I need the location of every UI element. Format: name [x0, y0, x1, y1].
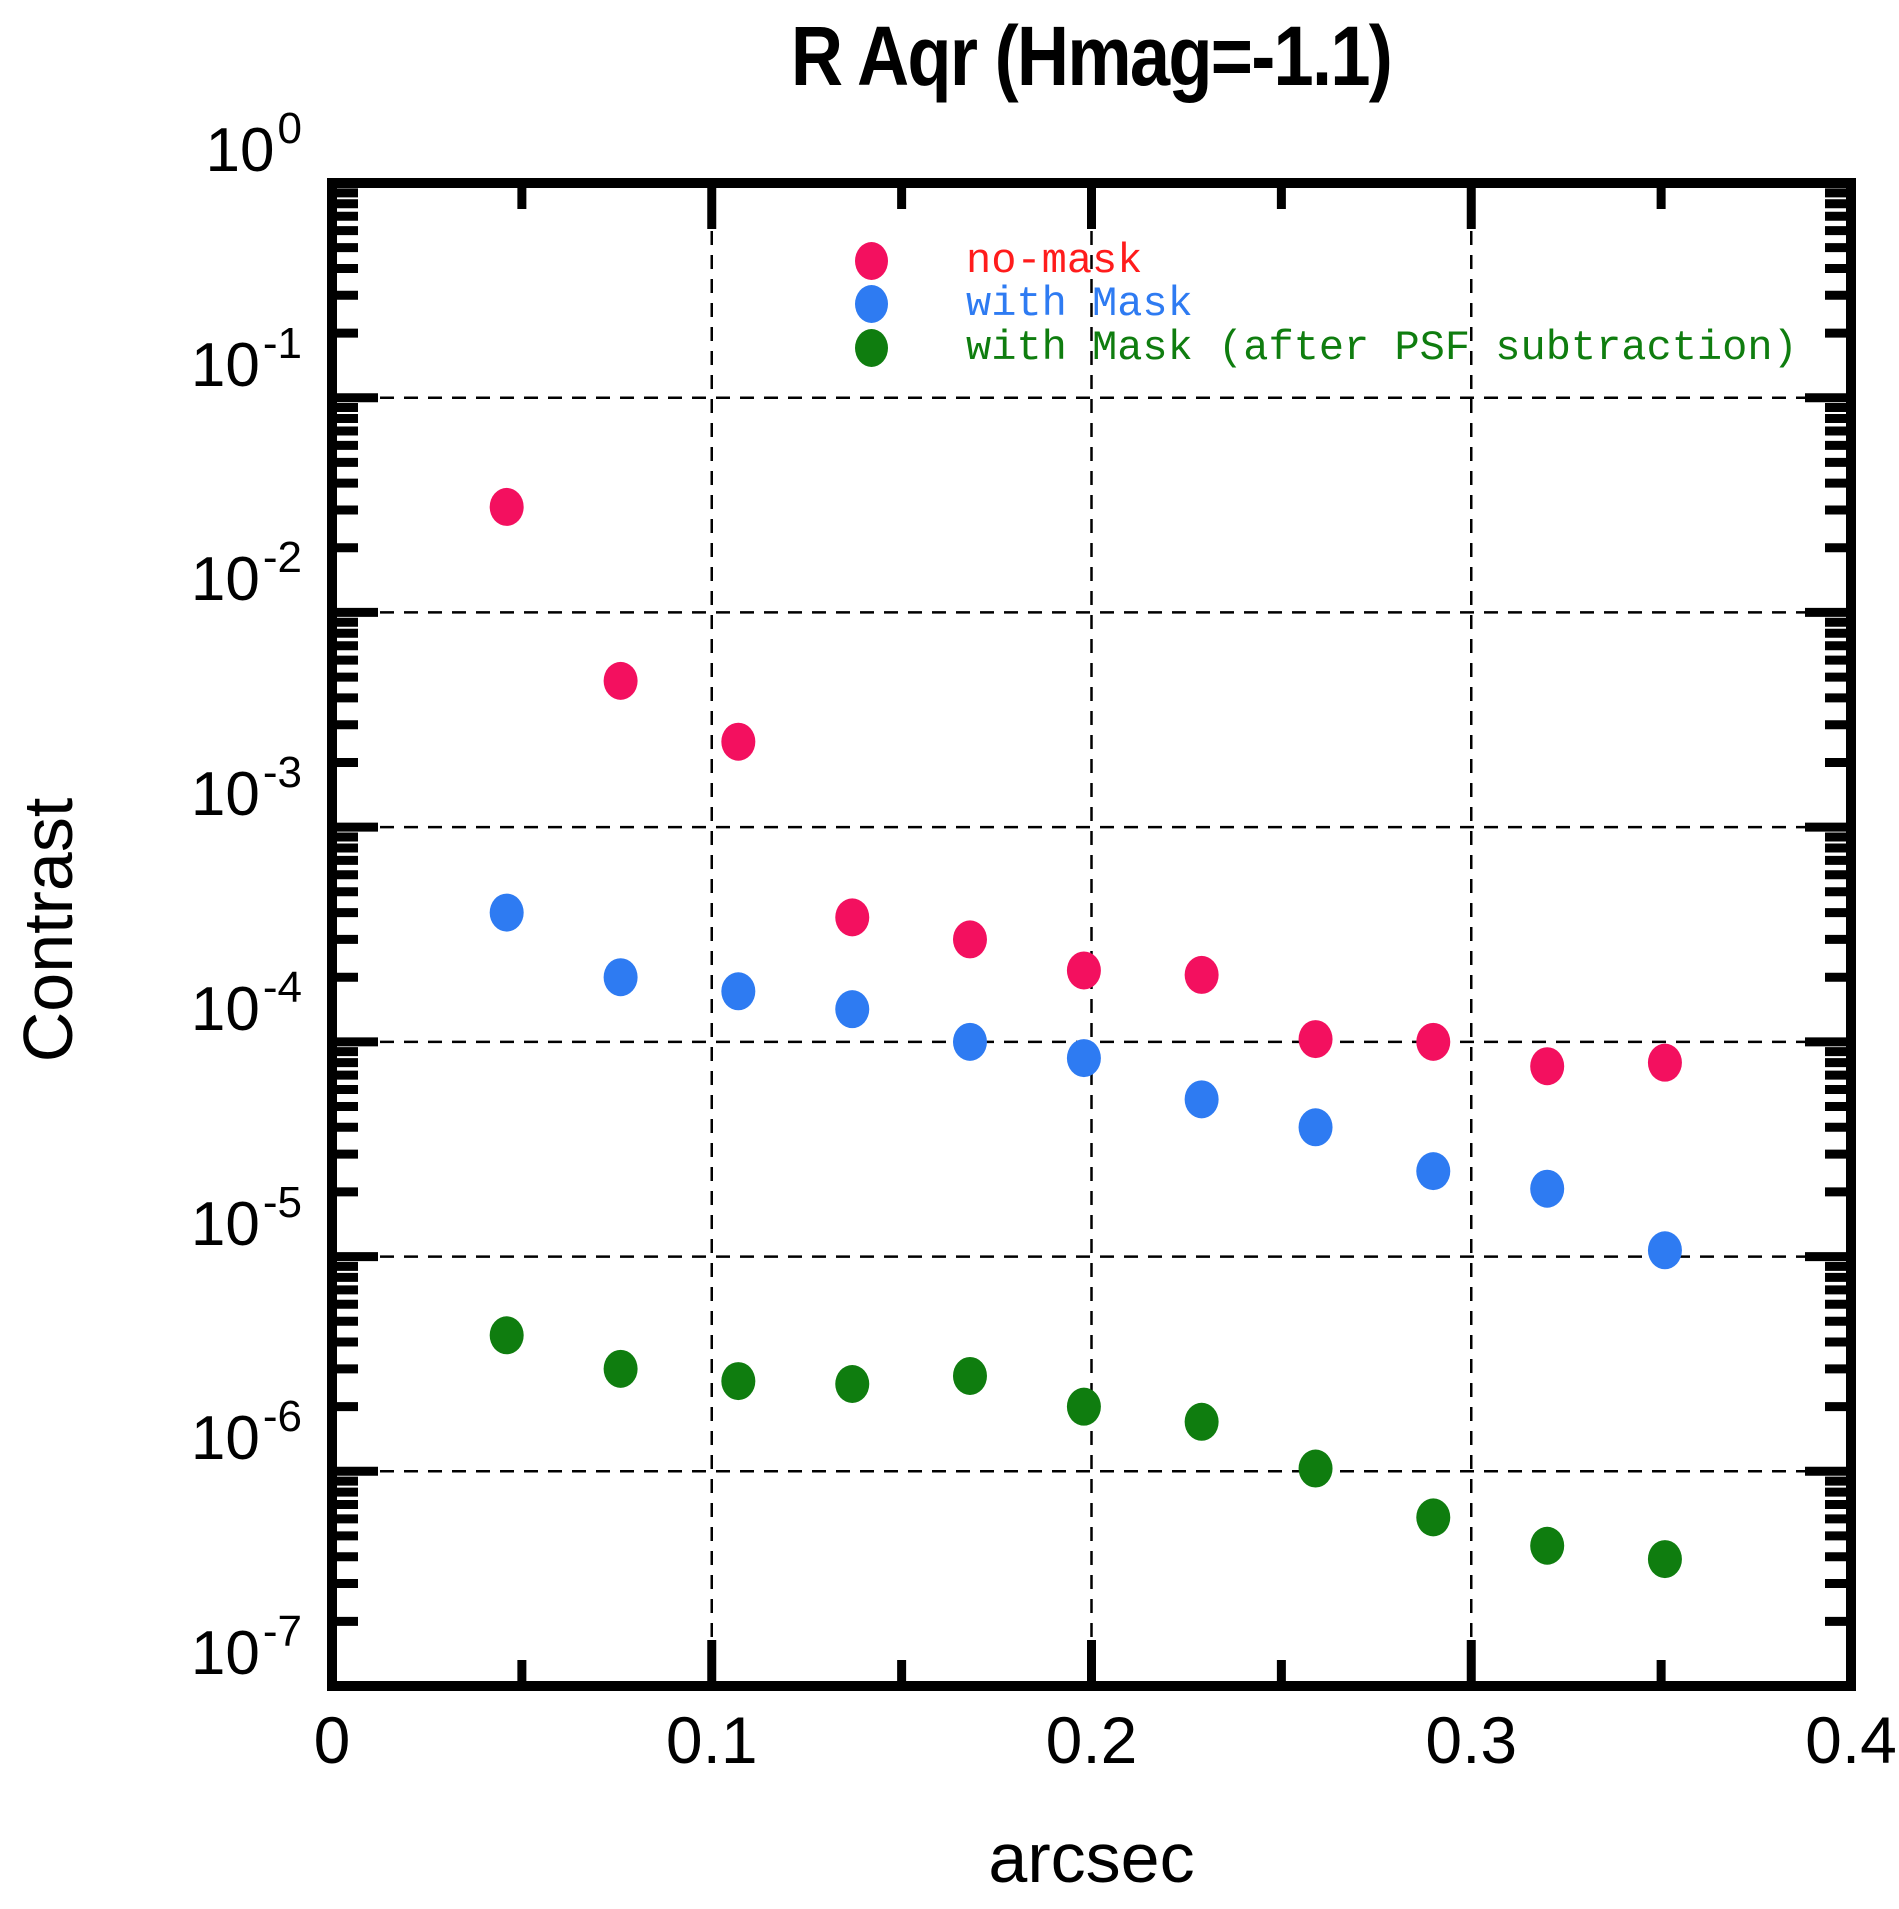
x-tick-label: 0 — [313, 1703, 351, 1777]
data-point-series-1 — [603, 958, 638, 997]
legend-item-no-mask: no-mask — [855, 237, 1143, 285]
data-point-series-0 — [1298, 1020, 1333, 1059]
y-tick-label: 10-6 — [190, 1392, 302, 1474]
data-point-series-2 — [1066, 1387, 1101, 1426]
y-tick-label: 100 — [205, 104, 302, 185]
data-point-series-0 — [603, 661, 638, 700]
data-point-series-2 — [721, 1362, 756, 1401]
data-point-series-1 — [835, 990, 870, 1029]
y-tick-label: 10-2 — [190, 533, 302, 615]
data-point-series-0 — [835, 898, 870, 937]
data-point-series-1 — [952, 1022, 987, 1061]
y-tick-label: 10-1 — [190, 318, 302, 400]
x-tick-label: 0.3 — [1425, 1703, 1518, 1777]
legend-label-with-mask-psf: with Mask (after PSF subtraction) — [966, 324, 1798, 372]
data-point-series-0 — [721, 722, 756, 761]
x-tick-label: 0.2 — [1045, 1703, 1138, 1777]
chart-title: R Aqr (Hmag=-1.1) — [332, 8, 1851, 105]
legend-marker-no-mask-icon — [855, 242, 888, 280]
data-point-series-0 — [1184, 955, 1219, 994]
data-point-series-1 — [1530, 1169, 1565, 1208]
data-point-series-0 — [952, 920, 987, 959]
data-point-series-2 — [1530, 1526, 1565, 1565]
data-point-series-1 — [1298, 1108, 1333, 1147]
legend-label-no-mask: no-mask — [966, 237, 1143, 285]
data-point-series-1 — [1184, 1080, 1219, 1119]
legend-item-with-mask-psf: with Mask (after PSF subtraction) — [855, 324, 1798, 372]
data-point-series-0 — [1647, 1043, 1682, 1082]
data-point-series-2 — [489, 1316, 524, 1355]
data-point-series-2 — [835, 1364, 870, 1403]
legend-item-with-mask: with Mask — [855, 280, 1193, 328]
y-tick-label: 10-4 — [190, 962, 302, 1044]
y-axis-title: Contrast — [9, 797, 87, 1063]
data-point-series-2 — [603, 1349, 638, 1388]
legend-marker-with-mask-psf-icon — [855, 329, 888, 367]
legend-label-with-mask: with Mask — [966, 280, 1193, 328]
data-point-series-1 — [489, 893, 524, 932]
data-point-series-2 — [1298, 1449, 1333, 1488]
y-tick-label: 10-5 — [190, 1177, 302, 1259]
data-point-series-0 — [1416, 1022, 1451, 1061]
x-axis-title: arcsec — [988, 1819, 1195, 1897]
plot-frame — [327, 178, 1856, 1691]
chart-title-text: R Aqr (Hmag=-1.1) — [791, 9, 1393, 103]
data-point-series-1 — [721, 972, 756, 1011]
legend-marker-with-mask-icon — [855, 285, 888, 323]
data-point-series-1 — [1647, 1231, 1682, 1270]
data-point-series-1 — [1066, 1039, 1101, 1078]
x-tick-label: 0.4 — [1805, 1703, 1897, 1777]
data-point-series-0 — [1530, 1047, 1565, 1086]
x-tick-label: 0.1 — [665, 1703, 758, 1777]
data-point-series-0 — [1066, 951, 1101, 990]
data-point-series-0 — [489, 487, 524, 526]
data-point-series-2 — [1416, 1498, 1451, 1537]
y-tick-label: 10-3 — [190, 748, 302, 830]
y-tick-label: 10-7 — [190, 1607, 302, 1688]
data-point-series-1 — [1416, 1152, 1451, 1191]
data-point-series-2 — [952, 1356, 987, 1395]
data-point-series-2 — [1647, 1540, 1682, 1579]
data-point-series-2 — [1184, 1402, 1219, 1441]
